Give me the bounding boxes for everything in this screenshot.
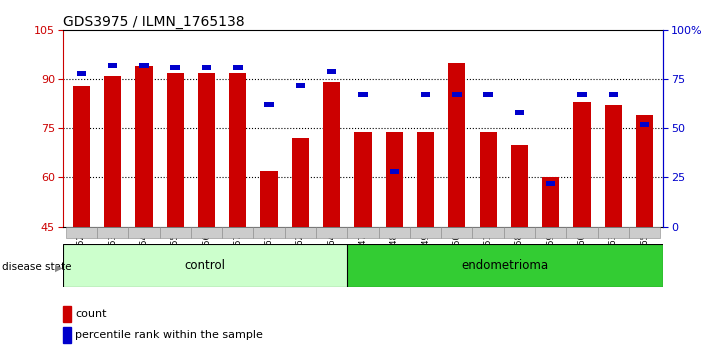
Bar	[410, 227, 442, 238]
Bar	[421, 92, 430, 97]
Bar	[609, 92, 618, 97]
Bar	[542, 177, 560, 227]
Bar	[546, 181, 555, 186]
Bar	[448, 63, 466, 227]
Bar	[604, 105, 622, 227]
Bar	[479, 132, 497, 227]
Bar	[284, 227, 316, 238]
Bar	[577, 92, 587, 97]
Bar	[327, 69, 336, 74]
Bar	[442, 227, 473, 238]
Bar	[292, 138, 309, 227]
Bar	[473, 227, 504, 238]
Bar	[253, 227, 284, 238]
Bar	[202, 65, 211, 70]
Bar	[63, 327, 71, 343]
Bar	[598, 227, 629, 238]
Bar	[347, 227, 379, 238]
Bar	[166, 73, 184, 227]
Text: control: control	[184, 259, 225, 272]
Bar	[73, 86, 90, 227]
Bar	[417, 132, 434, 227]
Bar	[198, 73, 215, 227]
Bar	[264, 102, 274, 107]
Bar	[128, 227, 159, 238]
Bar	[379, 227, 410, 238]
Bar	[139, 63, 149, 68]
Text: disease state: disease state	[2, 262, 72, 272]
Bar	[535, 227, 567, 238]
Bar	[104, 76, 122, 227]
Text: ▶: ▶	[55, 262, 63, 272]
Bar	[567, 227, 598, 238]
Text: GDS3975 / ILMN_1765138: GDS3975 / ILMN_1765138	[63, 15, 244, 29]
Bar	[260, 171, 278, 227]
Bar	[233, 65, 242, 70]
Bar	[97, 227, 128, 238]
Bar	[77, 71, 86, 76]
Bar	[191, 227, 222, 238]
Bar	[510, 145, 528, 227]
Bar	[229, 73, 247, 227]
Bar	[65, 227, 97, 238]
Bar	[63, 306, 71, 322]
Bar	[573, 102, 591, 227]
Bar	[222, 227, 253, 238]
Bar	[390, 169, 399, 174]
Bar	[483, 92, 493, 97]
Text: percentile rank within the sample: percentile rank within the sample	[75, 330, 263, 340]
Bar	[108, 63, 117, 68]
Bar	[316, 227, 347, 238]
Bar	[636, 115, 653, 227]
Bar	[504, 227, 535, 238]
Bar	[385, 132, 403, 227]
Bar	[135, 66, 153, 227]
Bar	[640, 122, 649, 127]
Bar	[358, 92, 368, 97]
Bar	[347, 244, 663, 287]
Bar	[296, 82, 305, 87]
Bar	[323, 82, 341, 227]
Text: count: count	[75, 309, 107, 319]
Bar	[515, 110, 524, 115]
Bar	[63, 244, 347, 287]
Bar	[354, 132, 372, 227]
Text: endometrioma: endometrioma	[461, 259, 549, 272]
Bar	[629, 227, 661, 238]
Bar	[159, 227, 191, 238]
Bar	[171, 65, 180, 70]
Bar	[452, 92, 461, 97]
